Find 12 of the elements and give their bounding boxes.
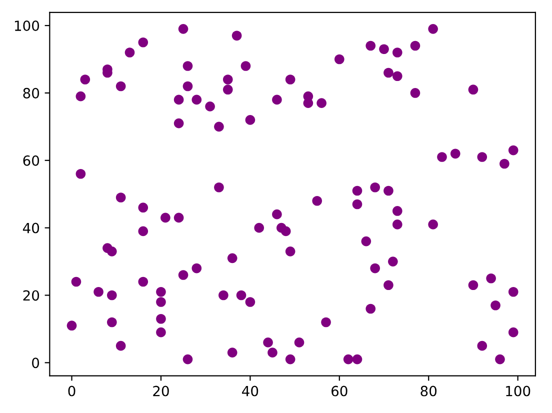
- y-tick-label: 20: [23, 290, 40, 301]
- x-tick-label: 80: [420, 386, 437, 396]
- y-tick-label: 60: [23, 155, 40, 166]
- x-tick-label: 20: [153, 386, 169, 396]
- y-tick-label: 80: [23, 88, 40, 98]
- x-tick-label: 60: [332, 386, 348, 396]
- y-tick-label: 40: [22, 222, 40, 234]
- x-tick-label: 100: [506, 386, 530, 396]
- x-tick-label: 0: [68, 386, 76, 396]
- y-tick-label: 100: [14, 20, 40, 32]
- y-tick-label: 0: [32, 358, 40, 368]
- x-tick-label: 40: [242, 386, 258, 396]
